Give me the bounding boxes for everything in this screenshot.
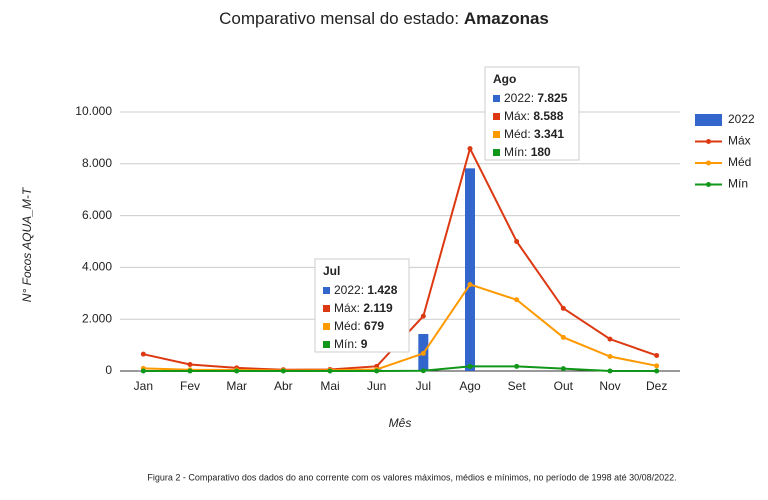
x-tick-label: Dez	[646, 379, 667, 393]
x-tick-label: Fev	[180, 379, 200, 393]
point	[281, 369, 286, 374]
tooltip-row: Mín: 180	[504, 145, 551, 159]
legend-swatch	[695, 114, 722, 126]
point	[328, 369, 333, 374]
legend-dot	[706, 139, 711, 144]
x-tick-label: Jun	[367, 379, 386, 393]
y-tick-label: 8.000	[82, 156, 112, 170]
point	[421, 351, 426, 356]
x-tick-label: Mai	[320, 379, 339, 393]
point	[421, 368, 426, 373]
tooltip-label: Mín:	[504, 145, 527, 159]
tooltip-swatch	[493, 95, 500, 102]
point	[608, 337, 613, 342]
tooltip-label: 2022:	[334, 283, 364, 297]
x-tick-label: Jan	[134, 379, 153, 393]
point	[234, 369, 239, 374]
tooltip-label: 2022:	[504, 91, 534, 105]
y-tick-label: 4.000	[82, 260, 112, 274]
x-tick-label: Out	[554, 379, 574, 393]
point	[654, 363, 659, 368]
point	[561, 366, 566, 371]
tooltip-label: Máx:	[334, 301, 360, 315]
tooltip-label: Máx:	[504, 109, 530, 123]
x-tick-label: Set	[508, 379, 527, 393]
legend-label: Méd	[728, 155, 751, 169]
point	[188, 369, 193, 374]
point	[514, 239, 519, 244]
tooltip-value: 8.588	[533, 109, 563, 123]
tooltip-swatch	[323, 287, 330, 294]
y-tick-label: 2.000	[82, 311, 112, 325]
tooltip-swatch	[493, 149, 500, 156]
title-state: Amazonas	[464, 9, 549, 28]
caption: Figura 2 - Comparativo dos dados do ano …	[147, 472, 676, 482]
y-tick-label: 6.000	[82, 208, 112, 222]
x-tick-label: Mar	[226, 379, 247, 393]
x-tick-label: Nov	[599, 379, 620, 393]
tooltip-value: 9	[361, 337, 368, 351]
title-text: Comparativo mensal do estado:	[219, 9, 459, 28]
legend-label: Mín	[728, 177, 748, 191]
point	[468, 282, 473, 287]
point	[188, 362, 193, 367]
point	[514, 364, 519, 369]
point	[514, 297, 519, 302]
legend-dot	[706, 182, 711, 187]
legend-label: 2022	[728, 112, 755, 126]
point	[141, 352, 146, 357]
legend-label: Máx	[728, 134, 751, 148]
legend-dot	[706, 161, 711, 166]
tooltip-value: 679	[364, 319, 384, 333]
tooltip-swatch	[323, 341, 330, 348]
y-axis-label: N° Focos AQUA_M-T	[20, 186, 34, 302]
x-tick-label: Ago	[459, 379, 481, 393]
tooltip-label: Mín:	[334, 337, 357, 351]
tooltip-value: 2.119	[363, 301, 393, 315]
tooltip-value: 1.428	[367, 283, 397, 297]
point	[374, 369, 379, 374]
point	[608, 369, 613, 374]
point	[654, 353, 659, 358]
tooltip-row: Mín: 9	[334, 337, 368, 351]
tooltip-value: 3.341	[534, 127, 564, 141]
tooltip-row: Méd: 679	[334, 319, 384, 333]
tooltip-row: 2022: 7.825	[504, 91, 568, 105]
point	[421, 314, 426, 319]
tooltip-value: 180	[531, 145, 551, 159]
tooltip-swatch	[493, 113, 500, 120]
tooltip-title: Jul	[323, 264, 340, 278]
point	[608, 354, 613, 359]
point	[468, 146, 473, 151]
chart-title: Comparativo mensal do estado: Amazonas	[219, 9, 549, 28]
tooltip-value: 7.825	[537, 91, 567, 105]
tooltip-row: 2022: 1.428	[334, 283, 398, 297]
x-axis-label: Mês	[389, 416, 412, 430]
tooltip-label: Méd:	[334, 319, 361, 333]
tooltip-label: Méd:	[504, 127, 531, 141]
point	[561, 335, 566, 340]
tooltip-swatch	[493, 131, 500, 138]
tooltip-row: Méd: 3.341	[504, 127, 564, 141]
point	[561, 306, 566, 311]
y-tick-label: 0	[105, 363, 112, 377]
point	[141, 369, 146, 374]
x-tick-label: Jul	[416, 379, 431, 393]
tooltip-swatch	[323, 305, 330, 312]
point	[468, 364, 473, 369]
x-tick-label: Abr	[274, 379, 293, 393]
tooltip-title: Ago	[493, 72, 516, 86]
tooltip-row: Máx: 2.119	[334, 301, 393, 315]
tooltip-row: Máx: 8.588	[504, 109, 564, 123]
tooltip-swatch	[323, 323, 330, 330]
y-tick-label: 10.000	[75, 104, 112, 118]
point	[654, 369, 659, 374]
bar	[465, 168, 475, 371]
